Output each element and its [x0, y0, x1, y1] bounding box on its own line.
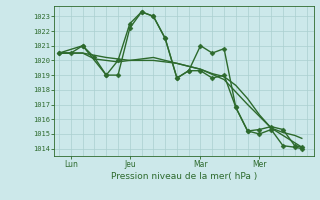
X-axis label: Pression niveau de la mer( hPa ): Pression niveau de la mer( hPa ) — [111, 172, 257, 181]
